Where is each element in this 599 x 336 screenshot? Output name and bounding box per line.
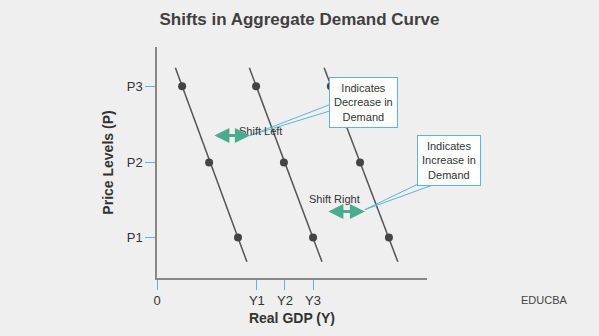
svg-text:Price Levels (P): Price Levels (P) [100, 110, 116, 214]
svg-text:P2: P2 [127, 155, 143, 170]
svg-text:Shift Left: Shift Left [239, 125, 282, 137]
svg-text:Y3: Y3 [305, 293, 321, 308]
svg-text:EDUCBA: EDUCBA [521, 294, 568, 306]
svg-text:Y2: Y2 [277, 293, 293, 308]
svg-text:Shifts in Aggregate Demand Cur: Shifts in Aggregate Demand Curve [160, 10, 440, 29]
svg-text:Y1: Y1 [249, 293, 265, 308]
svg-text:Real GDP (Y): Real GDP (Y) [249, 310, 335, 326]
svg-text:P1: P1 [127, 230, 143, 245]
svg-text:IndicatesIncrease inDemand: IndicatesIncrease inDemand [422, 140, 476, 181]
svg-text:0: 0 [153, 293, 160, 308]
svg-text:IndicatesDecrease inDemand: IndicatesDecrease inDemand [334, 82, 393, 123]
svg-text:Shift Right: Shift Right [309, 193, 360, 205]
svg-text:P3: P3 [127, 79, 143, 94]
